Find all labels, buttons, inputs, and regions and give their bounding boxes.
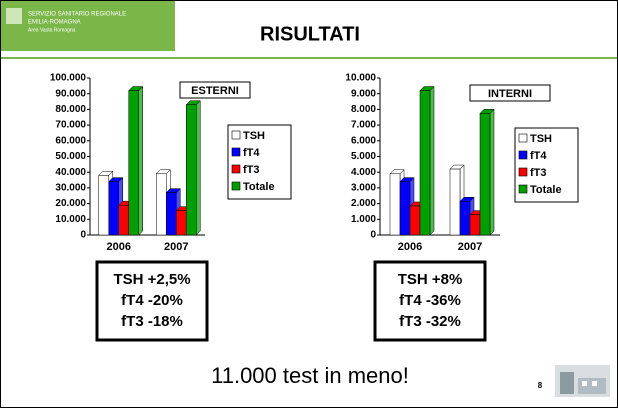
bar <box>480 113 490 235</box>
y-tick-label: 10.000 <box>345 73 376 84</box>
bar <box>186 105 196 235</box>
y-tick-label: 0 <box>80 230 86 241</box>
bar <box>166 193 176 235</box>
note-line: fT3 -32% <box>399 313 461 330</box>
legend-label: TSH <box>530 133 552 145</box>
bar <box>400 182 410 235</box>
bar <box>99 175 109 235</box>
note-line: fT3 -18% <box>121 313 183 330</box>
bar <box>176 211 186 235</box>
legend-swatch <box>232 182 240 190</box>
logo-text: EMILIA-ROMAGNA <box>28 20 81 26</box>
legend-label: fT3 <box>530 167 547 179</box>
legend-swatch <box>519 151 527 159</box>
note-line: TSH +8% <box>398 271 463 288</box>
page-number: 8 <box>538 381 543 390</box>
x-tick-label: 2006 <box>107 241 131 253</box>
y-tick-label: 20.000 <box>55 198 86 209</box>
legend-swatch <box>232 131 240 139</box>
x-tick-label: 2006 <box>398 241 422 253</box>
y-tick-label: 60.000 <box>55 135 86 146</box>
y-tick-label: 3.000 <box>351 183 376 194</box>
slide-title: RISULTATI <box>260 23 360 45</box>
bar <box>410 206 420 235</box>
legend-swatch <box>519 185 527 193</box>
legend-swatch <box>519 134 527 142</box>
x-tick-label: 2007 <box>458 241 482 253</box>
y-tick-label: 50.000 <box>55 151 86 162</box>
legend-swatch <box>232 165 240 173</box>
logo <box>1 1 175 51</box>
legend-label: fT4 <box>243 147 260 159</box>
bar-side <box>430 87 434 235</box>
y-tick-label: 40.000 <box>55 167 86 178</box>
bar <box>470 215 480 235</box>
y-tick-label: 5.000 <box>351 151 376 162</box>
y-tick-label: 30.000 <box>55 183 86 194</box>
legend-swatch <box>232 148 240 156</box>
y-tick-label: 10.000 <box>55 214 86 225</box>
y-tick-label: 8.000 <box>351 104 376 115</box>
y-tick-label: 9.000 <box>351 88 376 99</box>
legend-label: Totale <box>243 181 275 193</box>
chart-title: ESTERNI <box>191 85 239 97</box>
note-line: fT4 -36% <box>399 292 461 309</box>
logo-text: Area Vasta Romagna <box>28 27 76 33</box>
chart-title: INTERNI <box>488 88 532 100</box>
bar <box>156 174 166 235</box>
legend-swatch <box>519 168 527 176</box>
bar-side <box>490 109 494 235</box>
y-tick-label: 7.000 <box>351 120 376 131</box>
bar <box>129 91 139 235</box>
legend-label: fT3 <box>243 164 260 176</box>
legend-label: fT4 <box>530 150 547 162</box>
bar <box>420 91 430 235</box>
y-tick-label: 70.000 <box>55 120 86 131</box>
note-line: TSH +2,5% <box>113 271 190 288</box>
bar-side <box>139 87 143 235</box>
y-tick-label: 4.000 <box>351 167 376 178</box>
building-image <box>555 365 610 397</box>
legend-label: TSH <box>243 130 265 142</box>
bar-side <box>196 101 200 235</box>
y-tick-label: 0 <box>370 230 376 241</box>
y-tick-label: 90.000 <box>55 88 86 99</box>
y-tick-label: 80.000 <box>55 104 86 115</box>
y-tick-label: 1.000 <box>351 214 376 225</box>
legend-label: Totale <box>530 184 562 196</box>
footer-text: 11.000 test in meno! <box>211 363 409 388</box>
y-tick-label: 6.000 <box>351 135 376 146</box>
slide: SERVIZIO SANITARIO REGIONALE EMILIA-ROMA… <box>0 0 618 408</box>
y-tick-label: 2.000 <box>351 198 376 209</box>
bar <box>109 182 119 235</box>
logo-icon <box>6 8 22 24</box>
bar <box>450 169 460 235</box>
x-tick-label: 2007 <box>164 241 188 253</box>
note-line: fT4 -20% <box>121 292 183 309</box>
slide-border <box>1 1 618 408</box>
logo-text: SERVIZIO SANITARIO REGIONALE <box>28 12 126 18</box>
bar <box>390 174 400 235</box>
bar <box>119 205 129 235</box>
bar <box>460 201 470 235</box>
y-tick-label: 100.000 <box>50 73 87 84</box>
